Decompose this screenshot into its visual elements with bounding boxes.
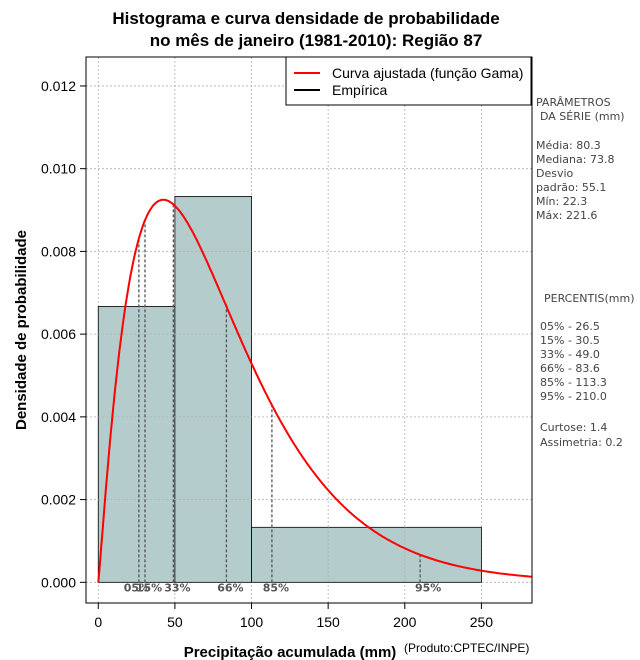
params-heading-2: DA SÉRIE (mm) [540,110,625,123]
param-padrao: padrão: 55.1 [536,181,606,194]
x-tick-label-50: 50 [167,614,183,630]
gamma-curve-layer [97,198,533,583]
x-tick-label-100: 100 [240,614,264,630]
y-axis-label: Densidade de probabilidade [13,230,30,430]
legend-label-empirical: Empírica [332,82,387,98]
percentile-row-66: 66% - 83.6 [540,362,600,375]
percentile-label-66%: 66% [217,581,243,594]
histogram-bar-2 [251,526,482,583]
x-tick-label-200: 200 [393,614,417,630]
stat-curtose: Curtose: 1.4 [540,421,607,434]
percentile-label-05%: 05% [124,581,150,594]
percentile-labels: 05%15% 33% 66% 85% 95% [124,581,442,594]
percentiles-heading: PERCENTIS(mm) [544,292,635,305]
param-min: Mín: 22.3 [536,195,587,208]
y-tick-label-0.002: 0.002 [41,492,76,508]
y-tick-label-0.004: 0.004 [41,409,76,425]
legend-label-curve: Curva ajustada (função Gama) [332,65,523,81]
x-axis: 0 50 100 150 200 250 [94,603,493,630]
param-mediana: Mediana: 73.8 [536,153,614,166]
histogram-bars [97,195,482,583]
x-axis-label: Precipitação acumulada (mm) [184,644,397,660]
percentile-row-85: 85% - 113.3 [540,376,607,389]
y-tick-label-0.008: 0.008 [41,243,76,259]
param-max: Máx: 221.6 [536,209,597,222]
y-tick-label-0.000: 0.000 [41,574,76,590]
x-tick-label-150: 150 [316,614,340,630]
chart-title-line-2: no mês de janeiro (1981-2010): Região 87 [150,31,483,50]
histogram-bar-0 [97,306,176,583]
histogram-bar-1 [174,195,252,583]
percentile-label-33%: 33% [164,581,190,594]
series-parameters-panel: PARÂMETROS DA SÉRIE (mm) Média: 80.3 Med… [536,96,625,222]
percentile-label-15%: 15% [136,581,162,594]
params-heading-1: PARÂMETROS [536,96,611,109]
y-tick-label-0.006: 0.006 [41,326,76,342]
percentile-row-33: 33% - 49.0 [540,348,600,361]
y-tick-label-0.012: 0.012 [41,78,76,94]
y-axis: 0.000 0.002 0.004 0.006 0.008 0.010 0.012 [41,78,86,590]
percentile-lines [138,204,421,583]
x-tick-label-0: 0 [94,614,102,630]
percentile-label-85%: 85% [263,581,289,594]
stat-assimetria: Assimetria: 0.2 [540,436,623,449]
param-desvio: Desvio [536,167,574,180]
param-media: Média: 80.3 [536,139,601,152]
y-tick-label-0.010: 0.010 [41,161,76,177]
product-credit: (Produto:CPTEC/INPE) [404,641,529,655]
x-tick-label-250: 250 [470,614,494,630]
chart-title-line-1: Histograma e curva densidade de probabil… [112,9,499,28]
legend: Curva ajustada (função Gama) Empírica [285,56,532,106]
percentiles-panel: PERCENTIS(mm) 05% - 26.5 15% - 30.5 33% … [540,292,635,449]
percentile-row-95: 95% - 210.0 [540,390,607,403]
gamma-curve [97,198,533,583]
legend-box [285,56,532,106]
percentile-row-15: 15% - 30.5 [540,334,600,347]
percentile-row-05: 05% - 26.5 [540,320,600,333]
percentile-label-95%: 95% [415,581,441,594]
